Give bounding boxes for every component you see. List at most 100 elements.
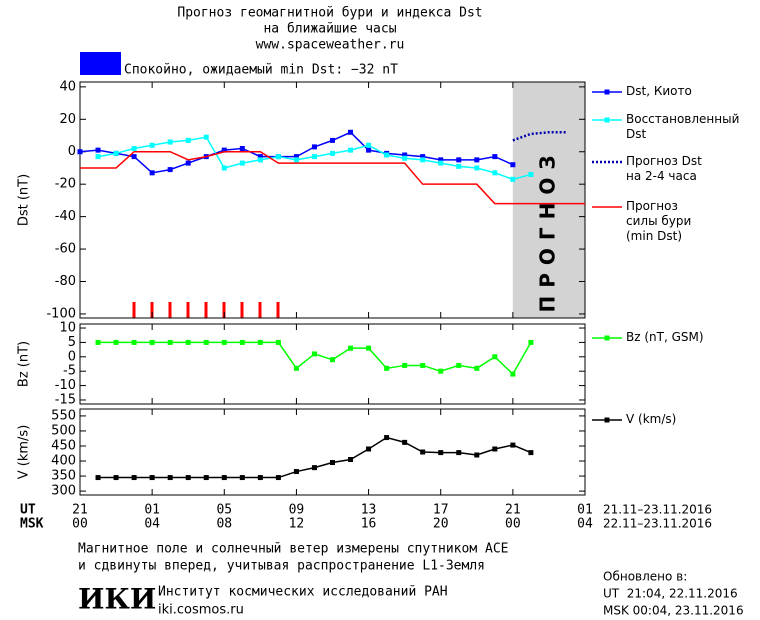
storm-marks	[132, 302, 280, 318]
point	[185, 137, 191, 143]
x-tick-label: 21	[72, 503, 88, 518]
legend-label: Восстановленный Dst	[626, 112, 740, 141]
series-line	[98, 341, 532, 376]
point	[348, 345, 354, 351]
x-tick-label-msk: 12	[289, 517, 305, 532]
y-tick-label: -100	[46, 306, 76, 321]
point	[528, 339, 534, 345]
point	[275, 339, 281, 345]
updated-msk: MSK 00:04, 23.11.2016	[603, 604, 744, 618]
point	[366, 446, 372, 452]
point	[474, 165, 480, 171]
point	[221, 165, 227, 171]
y-tick-label: 20	[59, 112, 76, 127]
point	[293, 365, 299, 371]
legend-marker	[604, 117, 610, 123]
point	[510, 162, 516, 168]
y-tick-label: 500	[51, 423, 76, 438]
x-tick-label-msk: 04	[144, 517, 160, 532]
point	[420, 154, 426, 160]
x-tick-label-msk: 00	[505, 517, 521, 532]
point	[510, 371, 516, 377]
y-tick-label: -40	[55, 209, 76, 224]
point	[221, 475, 227, 481]
legend-label: Dst, Киото	[626, 84, 692, 98]
point	[402, 439, 408, 445]
x-tick-label: 01	[144, 503, 160, 518]
point	[185, 475, 191, 481]
point	[239, 339, 245, 345]
point	[528, 450, 534, 456]
y-tick-label: -80	[55, 274, 76, 289]
y-tick-label: 0	[68, 144, 76, 159]
x-tick-label: 01	[577, 503, 593, 518]
panel-frame	[79, 81, 586, 319]
x-tick-label: 13	[361, 503, 377, 518]
point	[528, 171, 534, 177]
legend-label: Прогноз силы бури (min Dst)	[626, 199, 692, 243]
point	[203, 339, 209, 345]
point	[221, 339, 227, 345]
point	[257, 475, 263, 481]
point	[402, 155, 408, 161]
legend-marker	[604, 417, 610, 423]
point	[293, 469, 299, 475]
point	[311, 154, 317, 160]
y-tick-label: 5	[68, 335, 76, 350]
point	[510, 176, 516, 182]
point	[167, 139, 173, 145]
point	[149, 339, 155, 345]
point	[293, 157, 299, 163]
point	[131, 146, 137, 152]
legend-marker	[604, 89, 610, 95]
point	[438, 450, 444, 456]
point	[95, 154, 101, 160]
y-tick-label: -20	[55, 177, 76, 192]
forecast-region	[512, 82, 585, 318]
point	[275, 154, 281, 160]
point	[492, 446, 498, 452]
panel-frame	[79, 323, 586, 405]
y-tick-label: 350	[51, 469, 76, 484]
msk-dates: 22.11–23.11.2016	[603, 517, 712, 531]
status: Спокойно, ожидаемый min Dst: −32 nT	[124, 63, 398, 78]
y-axis-title: Dst (nT)	[17, 174, 32, 226]
status-box	[80, 52, 121, 75]
point	[239, 146, 245, 152]
point	[420, 362, 426, 368]
series-line	[79, 131, 514, 174]
point	[131, 339, 137, 345]
y-axis-title: Bz (nT)	[17, 341, 32, 387]
y-tick-label: 40	[59, 79, 76, 94]
point	[131, 154, 137, 160]
y-tick-label: -15	[55, 392, 76, 407]
logo: ИКИ	[78, 583, 156, 616]
point	[239, 475, 245, 481]
point	[293, 154, 299, 160]
point	[113, 150, 119, 156]
point	[456, 362, 462, 368]
point	[257, 339, 263, 345]
url: www.spaceweather.ru	[256, 38, 405, 53]
point	[185, 160, 191, 166]
x-tick-label-msk: 00	[72, 517, 88, 532]
point	[95, 147, 101, 153]
point	[330, 357, 335, 363]
forecast-label: ПРОГНОЗ	[535, 147, 559, 312]
point	[474, 365, 480, 371]
point	[330, 137, 335, 143]
point	[438, 157, 444, 163]
updated-ut: UT 21:04, 22.11.2016	[603, 587, 738, 601]
x-tick-label-msk: 16	[361, 517, 377, 532]
point	[221, 147, 227, 153]
y-tick-label: 450	[51, 438, 76, 453]
point	[402, 152, 408, 158]
x-tick-label-msk: 20	[433, 517, 449, 532]
point	[456, 450, 462, 456]
ut-label: UT	[20, 503, 36, 518]
point	[113, 475, 119, 481]
y-tick-label: 10	[59, 321, 76, 336]
x-tick-label-msk: 08	[216, 517, 232, 532]
point	[203, 475, 209, 481]
